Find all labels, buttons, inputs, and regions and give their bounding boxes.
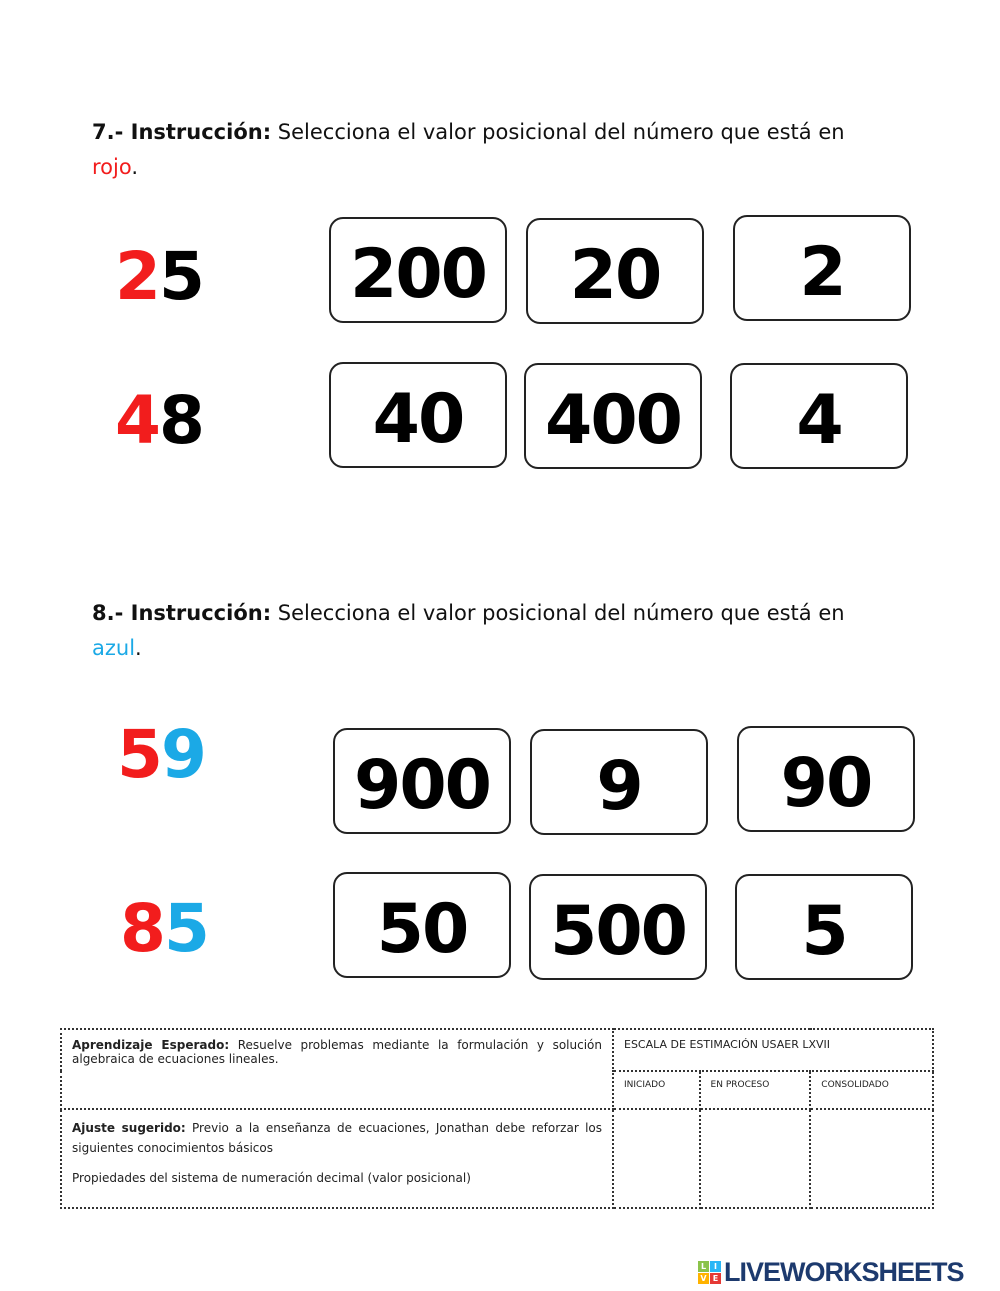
- option-box[interactable]: 2: [733, 215, 911, 321]
- aprendizaje-text: Resuelve problemas mediante la formulaci…: [72, 1038, 602, 1066]
- target-number: 48: [115, 382, 205, 459]
- ajuste-label: Ajuste sugerido:: [72, 1121, 186, 1135]
- logo-tiles-icon: L I V E: [698, 1261, 721, 1284]
- digit: 5: [158, 238, 205, 315]
- digit-blue: 5: [163, 890, 210, 967]
- aprendizaje-label: Aprendizaje Esperado:: [72, 1038, 230, 1052]
- instruction-label: Instrucción:: [130, 601, 272, 625]
- tile: L: [698, 1261, 709, 1272]
- color-word: rojo: [92, 155, 132, 179]
- tile: V: [698, 1273, 709, 1284]
- target-number: 85: [120, 890, 210, 967]
- option-box[interactable]: 900: [333, 728, 511, 834]
- option-box[interactable]: 4: [730, 363, 908, 469]
- liveworksheets-logo: L I V E LIVEWORKSHEETS: [698, 1257, 965, 1288]
- tile: E: [710, 1273, 721, 1284]
- evaluation-table: Aprendizaje Esperado: Resuelve problemas…: [60, 1028, 934, 1209]
- tile: I: [710, 1261, 721, 1272]
- level-iniciado: INICIADO: [612, 1070, 701, 1110]
- option-box[interactable]: 500: [529, 874, 707, 980]
- option-box[interactable]: 5: [735, 874, 913, 980]
- target-number: 59: [117, 716, 207, 793]
- option-box[interactable]: 400: [524, 363, 702, 469]
- instruction-7: 7.- Instrucción: Selecciona el valor pos…: [92, 115, 892, 185]
- instruction-text: Selecciona el valor posicional del númer…: [271, 120, 845, 144]
- question-number: 8.-: [92, 601, 131, 625]
- color-word: azul: [92, 636, 136, 660]
- cell-consolidado[interactable]: [809, 1108, 934, 1209]
- ajuste-text: Previo a la enseñanza de ecuaciones, Jon…: [72, 1121, 603, 1155]
- digit-red: 4: [115, 382, 161, 459]
- question-number: 7.-: [92, 120, 131, 144]
- period: .: [135, 636, 142, 660]
- digit-blue: 9: [160, 716, 207, 793]
- option-box[interactable]: 9: [530, 729, 708, 835]
- aprendizaje-cell: Aprendizaje Esperado: Resuelve problemas…: [60, 1028, 614, 1110]
- instruction-label: Instrucción:: [130, 120, 272, 144]
- instruction-text: Selecciona el valor posicional del númer…: [271, 601, 845, 625]
- option-box[interactable]: 90: [737, 726, 915, 832]
- cell-en-proceso[interactable]: [698, 1108, 812, 1209]
- option-box[interactable]: 200: [329, 217, 507, 323]
- option-box[interactable]: 40: [329, 362, 507, 468]
- digit-red: 8: [120, 890, 166, 967]
- ajuste-cell: Ajuste sugerido: Previo a la enseñanza d…: [60, 1108, 614, 1209]
- option-box[interactable]: 20: [526, 218, 704, 324]
- cell-iniciado[interactable]: [612, 1108, 701, 1209]
- option-box[interactable]: 50: [333, 872, 511, 978]
- digit-red: 5: [117, 716, 163, 793]
- target-number: 25: [115, 238, 205, 315]
- digit: 8: [158, 382, 205, 459]
- propiedades-text: Propiedades del sistema de numeración de…: [72, 1171, 471, 1185]
- logo-word: LIVEWORKSHEETS: [724, 1257, 965, 1287]
- level-en-proceso: EN PROCESO: [698, 1070, 812, 1110]
- level-consolidado: CONSOLIDADO: [809, 1070, 934, 1110]
- digit-red: 2: [115, 238, 161, 315]
- period: .: [131, 155, 139, 179]
- escala-header: ESCALA DE ESTIMACIÓN USAER LXVII: [612, 1028, 934, 1072]
- instruction-8: 8.- Instrucción: Selecciona el valor pos…: [92, 596, 892, 666]
